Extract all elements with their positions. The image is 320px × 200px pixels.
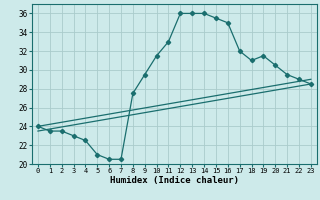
X-axis label: Humidex (Indice chaleur): Humidex (Indice chaleur) (110, 176, 239, 185)
